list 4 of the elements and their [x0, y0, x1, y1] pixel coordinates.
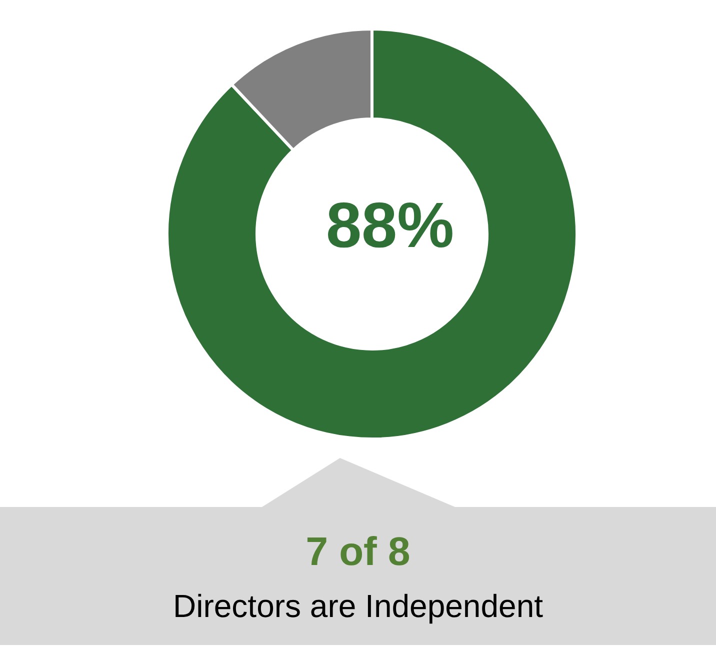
text: 7 of 8: [304, 530, 412, 575]
text: Directors are Independent: [172, 588, 544, 625]
text: 88%: [326, 189, 454, 261]
donut-slice: [166, 28, 578, 440]
